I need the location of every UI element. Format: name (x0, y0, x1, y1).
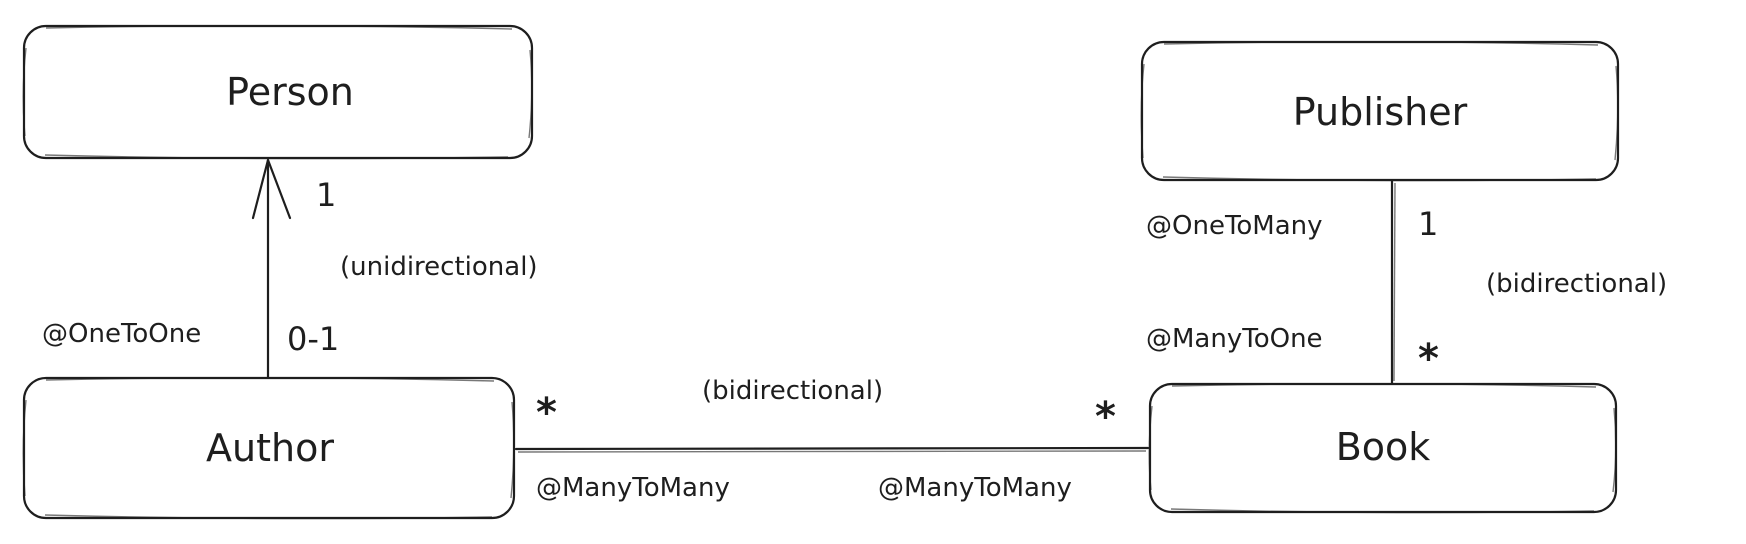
multiplicity-publisher: 1 (1418, 205, 1438, 243)
annotation-one-to-one: @OneToOne (42, 319, 201, 349)
annotation-many-to-many-author: @ManyToMany (536, 473, 730, 503)
entity-publisher-name: Publisher (1293, 90, 1468, 134)
entity-book-name: Book (1336, 425, 1431, 469)
entity-book[interactable]: Book (1148, 382, 1618, 514)
connector-author-person[interactable] (251, 158, 292, 379)
direction-label-bidirectional-middle: (bidirectional) (702, 376, 883, 406)
connector-author-book-line (514, 446, 1150, 451)
multiplicity-person: 1 (316, 176, 336, 214)
connector-author-book[interactable] (514, 446, 1150, 453)
multiplicity-book-many: * (1418, 336, 1439, 382)
connector-publisher-book[interactable] (1390, 179, 1396, 385)
multiplicity-author-one: 0-1 (287, 320, 339, 358)
arrowhead-icon (251, 158, 292, 220)
multiplicity-author-many: * (536, 390, 557, 436)
entity-author-name: Author (206, 426, 334, 470)
entity-person[interactable]: Person (22, 24, 534, 160)
direction-label-bidirectional-right: (bidirectional) (1486, 269, 1667, 299)
annotation-many-to-many-book: @ManyToMany (878, 473, 1072, 503)
entity-author[interactable]: Author (22, 376, 516, 520)
direction-label-unidirectional: (unidirectional) (340, 252, 538, 282)
multiplicity-book-many-left: * (1095, 394, 1116, 440)
annotation-many-to-one: @ManyToOne (1146, 324, 1323, 354)
entity-publisher[interactable]: Publisher (1140, 40, 1620, 182)
entity-person-name: Person (226, 70, 354, 114)
annotation-one-to-many: @OneToMany (1146, 211, 1323, 241)
